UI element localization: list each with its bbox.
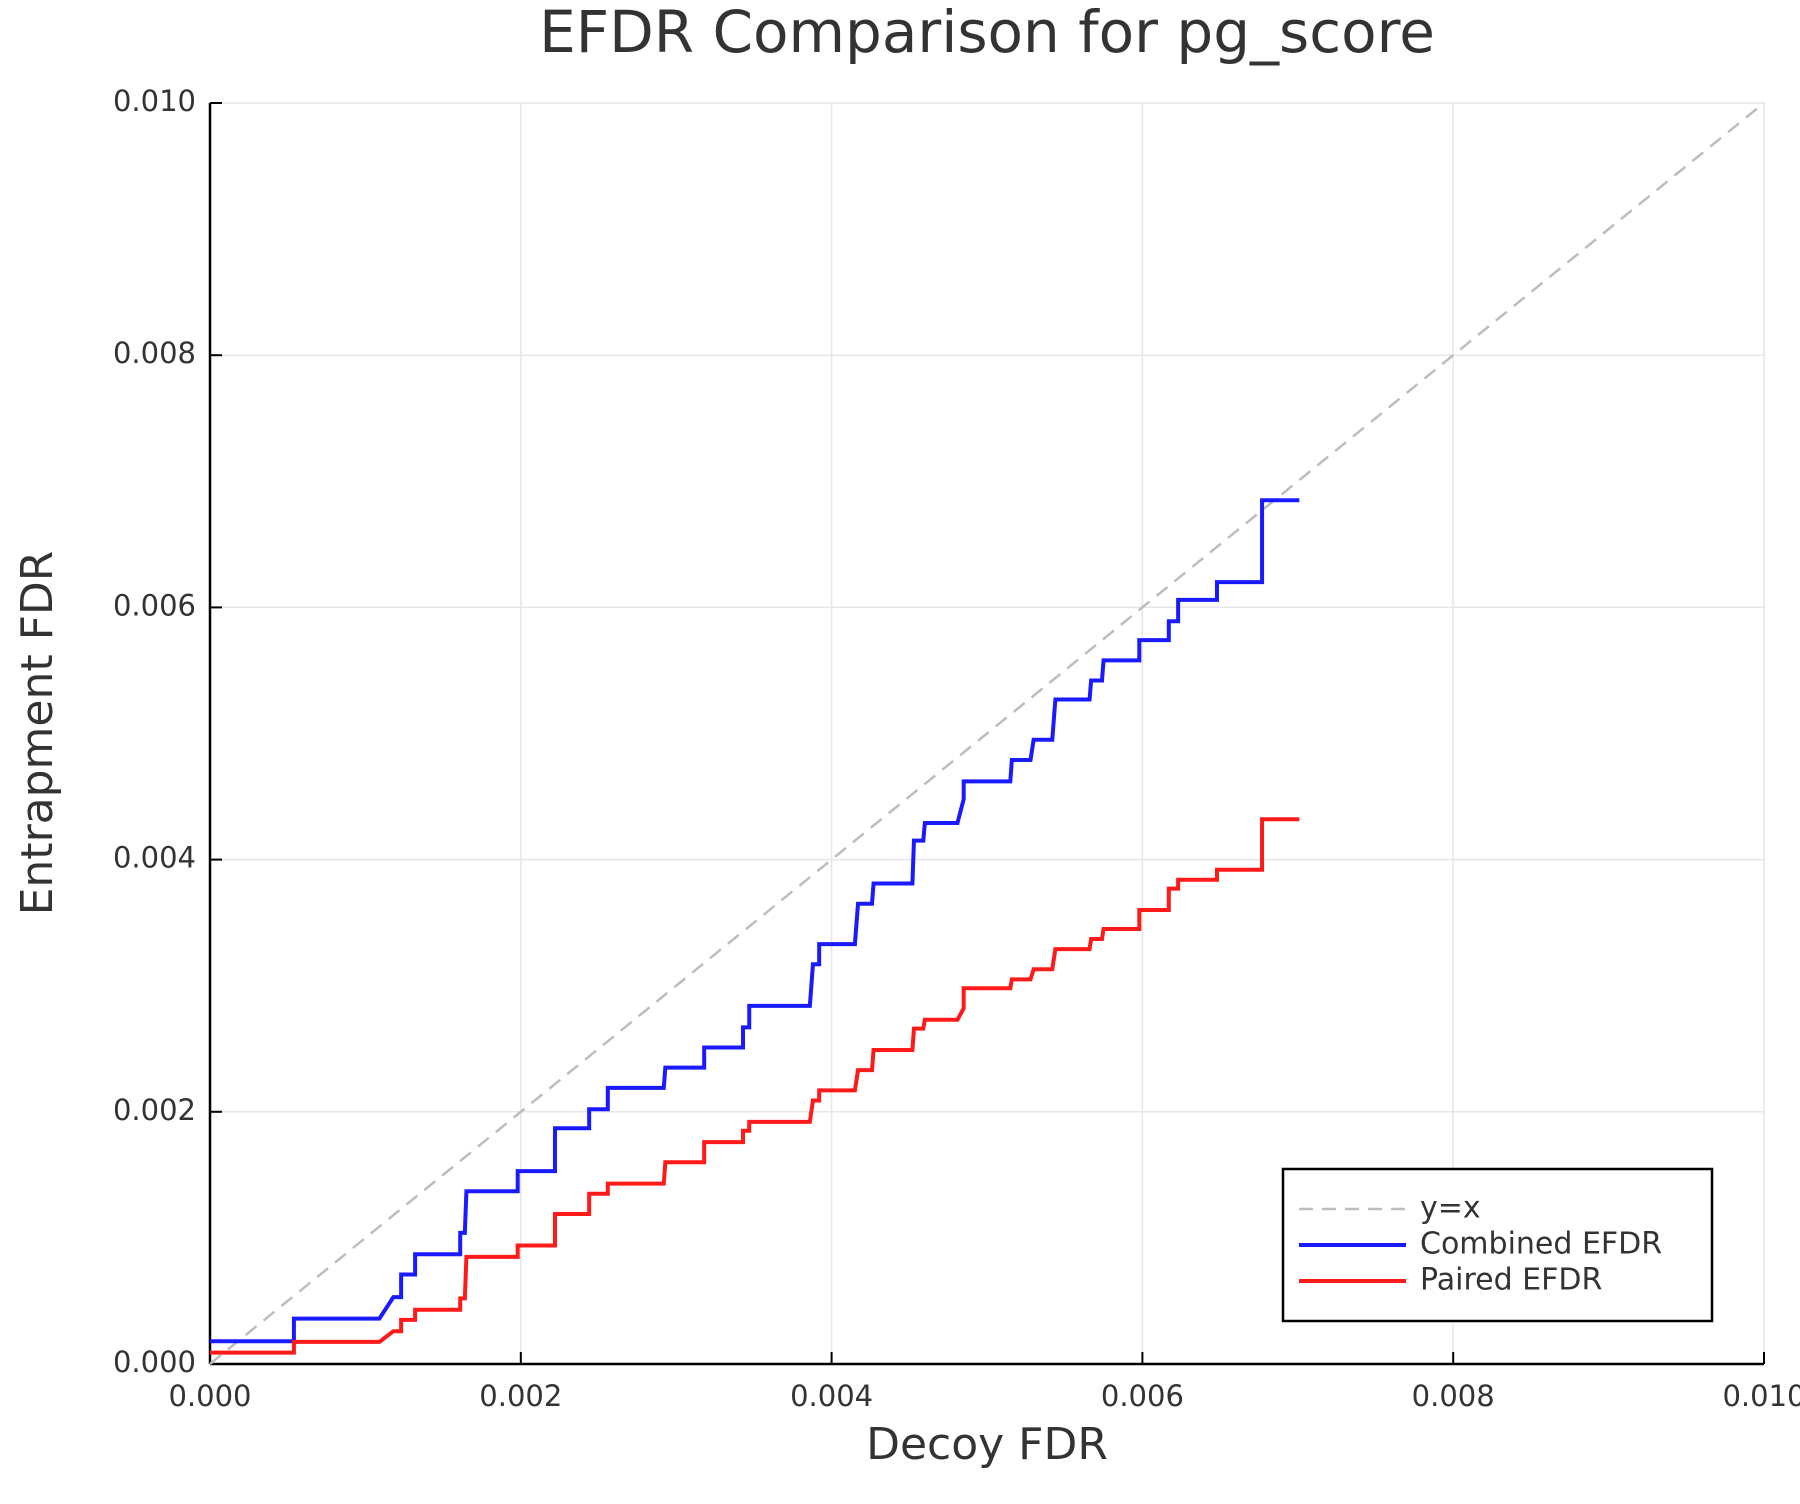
- legend-label: y=x: [1420, 1191, 1481, 1226]
- x-tick-label: 0.002: [479, 1379, 562, 1413]
- x-tick-label: 0.000: [168, 1379, 251, 1413]
- chart-title: EFDR Comparison for pg_score: [539, 0, 1435, 66]
- y-tick-label: 0.004: [113, 841, 196, 875]
- x-tick-label: 0.004: [790, 1379, 873, 1413]
- y-axis-label: Entrapment FDR: [12, 551, 63, 916]
- y-tick-label: 0.006: [113, 588, 196, 622]
- series-line: [209, 102, 1765, 1365]
- series-line: [210, 498, 1300, 1344]
- x-tick-label: 0.010: [1722, 1379, 1800, 1413]
- legend-label: Combined EFDR: [1420, 1227, 1662, 1262]
- y-tick-label: 0.010: [113, 84, 196, 118]
- x-tick-label: 0.008: [1412, 1379, 1495, 1413]
- legend-label: Paired EFDR: [1420, 1263, 1602, 1298]
- x-axis-label: Decoy FDR: [866, 1419, 1108, 1470]
- x-tick-label: 0.006: [1101, 1379, 1184, 1413]
- series-line: [210, 817, 1300, 1355]
- y-tick-label: 0.000: [113, 1345, 196, 1379]
- y-tick-label: 0.008: [113, 336, 196, 370]
- y-tick-label: 0.002: [113, 1093, 196, 1127]
